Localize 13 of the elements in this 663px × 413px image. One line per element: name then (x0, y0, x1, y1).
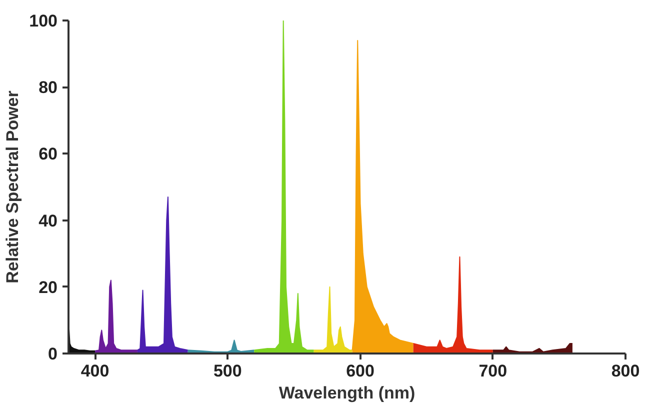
x-tick-label: 400 (80, 362, 110, 380)
y-tick-label: 60 (38, 144, 58, 164)
x-axis-title: Wavelength (nm) (278, 384, 416, 402)
x-tick-label: 500 (213, 362, 242, 380)
x-tick-label: 600 (346, 362, 374, 380)
y-tick-label: 40 (38, 211, 58, 230)
y-tick-label: 100 (29, 12, 58, 30)
y-tick-label: 80 (38, 78, 58, 98)
y-tick-label: 20 (38, 278, 58, 297)
y-axis-title: Relative Spectral Power (3, 90, 22, 284)
x-tick-label: 800 (611, 362, 640, 380)
x-tick-label: 700 (478, 362, 508, 380)
y-tick-label: 0 (48, 344, 58, 364)
